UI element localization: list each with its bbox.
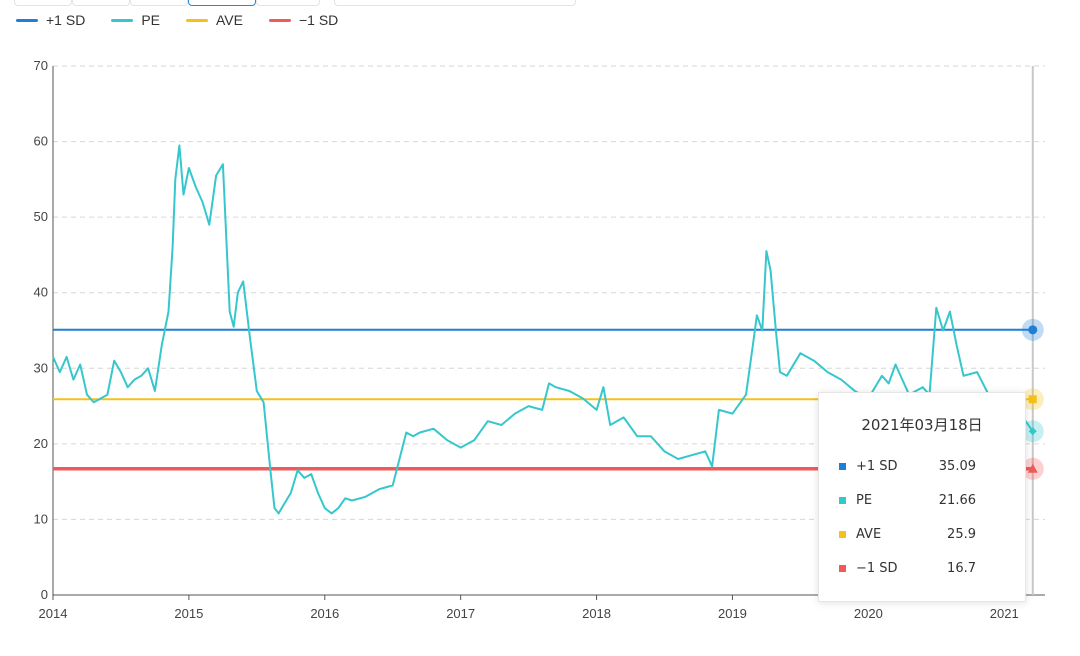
- date-range-box[interactable]: [334, 0, 576, 6]
- range-tab-active[interactable]: [188, 0, 256, 6]
- legend-label-minus-sd: −1 SD: [298, 12, 339, 28]
- legend-swatch-pe: [111, 18, 134, 22]
- tooltip-marker-plus-sd: [839, 462, 846, 470]
- legend-item-pe[interactable]: PE: [111, 12, 160, 28]
- tooltip-name: +1 SD: [856, 458, 898, 474]
- legend-item-minus-sd[interactable]: −1 SD: [268, 12, 339, 28]
- hover-marker-ave: [1028, 395, 1037, 404]
- legend-label-ave: AVE: [216, 12, 243, 28]
- range-tab[interactable]: [72, 0, 130, 6]
- legend-label-plus-sd: +1 SD: [46, 12, 86, 28]
- y-tick-label: 60: [34, 134, 48, 149]
- x-tick-label: 2019: [718, 606, 747, 621]
- y-tick-label: 0: [41, 587, 48, 602]
- tooltip-name: AVE: [856, 526, 882, 542]
- tooltip-row-pe: PE 21.66: [819, 483, 1025, 517]
- tooltip-row-plus-sd: +1 SD 35.09: [819, 449, 1025, 483]
- tooltip-date: 2021年03月18日: [861, 416, 983, 434]
- range-tab[interactable]: [130, 0, 188, 6]
- y-tick-label: 20: [34, 436, 48, 451]
- x-tick-label: 2016: [310, 606, 339, 621]
- hover-marker-minus-sd: [1027, 463, 1038, 473]
- range-tab[interactable]: [256, 0, 320, 6]
- y-tick-label: 30: [34, 360, 48, 375]
- x-tick-label: 2020: [854, 606, 883, 621]
- top-tab-strip: [0, 0, 1080, 6]
- tooltip-row-minus-sd: −1 SD 16.7: [819, 551, 1025, 585]
- tooltip-value: 25.9: [947, 526, 976, 542]
- tooltip-marker-ave: [839, 530, 846, 538]
- x-tick-label: 2014: [39, 606, 68, 621]
- tooltip-value: 35.09: [938, 458, 976, 474]
- tooltip-marker-minus-sd: [839, 564, 846, 572]
- chart-legend: +1 SD PE AVE −1 SD: [16, 12, 338, 28]
- hover-marker-plus-sd: [1028, 325, 1038, 335]
- range-tab[interactable]: [14, 0, 72, 6]
- x-tick-label: 2015: [174, 606, 203, 621]
- tooltip-value: 16.7: [947, 560, 976, 576]
- tooltip-name: PE: [856, 492, 873, 508]
- series-line-pe: [52, 144, 1034, 515]
- legend-swatch-minus-sd: [268, 18, 291, 22]
- x-tick-label: 2021: [990, 606, 1019, 621]
- hover-marker-pe: [1028, 427, 1037, 436]
- tooltip-marker-pe: [839, 496, 846, 504]
- legend-swatch-ave: [186, 18, 208, 22]
- tooltip-value: 21.66: [938, 492, 976, 508]
- legend-item-plus-sd[interactable]: +1 SD: [16, 12, 85, 28]
- y-tick-label: 50: [34, 209, 48, 224]
- tooltip-row-ave: AVE 25.9: [819, 517, 1025, 551]
- x-tick-label: 2017: [446, 606, 475, 621]
- tooltip-name: −1 SD: [856, 560, 898, 576]
- legend-item-ave[interactable]: AVE: [186, 12, 243, 28]
- y-tick-label: 40: [34, 285, 48, 300]
- x-tick-label: 2018: [582, 606, 611, 621]
- legend-swatch-plus-sd: [16, 18, 38, 22]
- chart-tooltip: 2021年03月18日 +1 SD 35.09 PE 21.66 AVE 25.…: [818, 392, 1026, 602]
- y-tick-label: 70: [34, 58, 48, 73]
- y-tick-label: 10: [34, 511, 48, 526]
- legend-label-pe: PE: [141, 12, 160, 28]
